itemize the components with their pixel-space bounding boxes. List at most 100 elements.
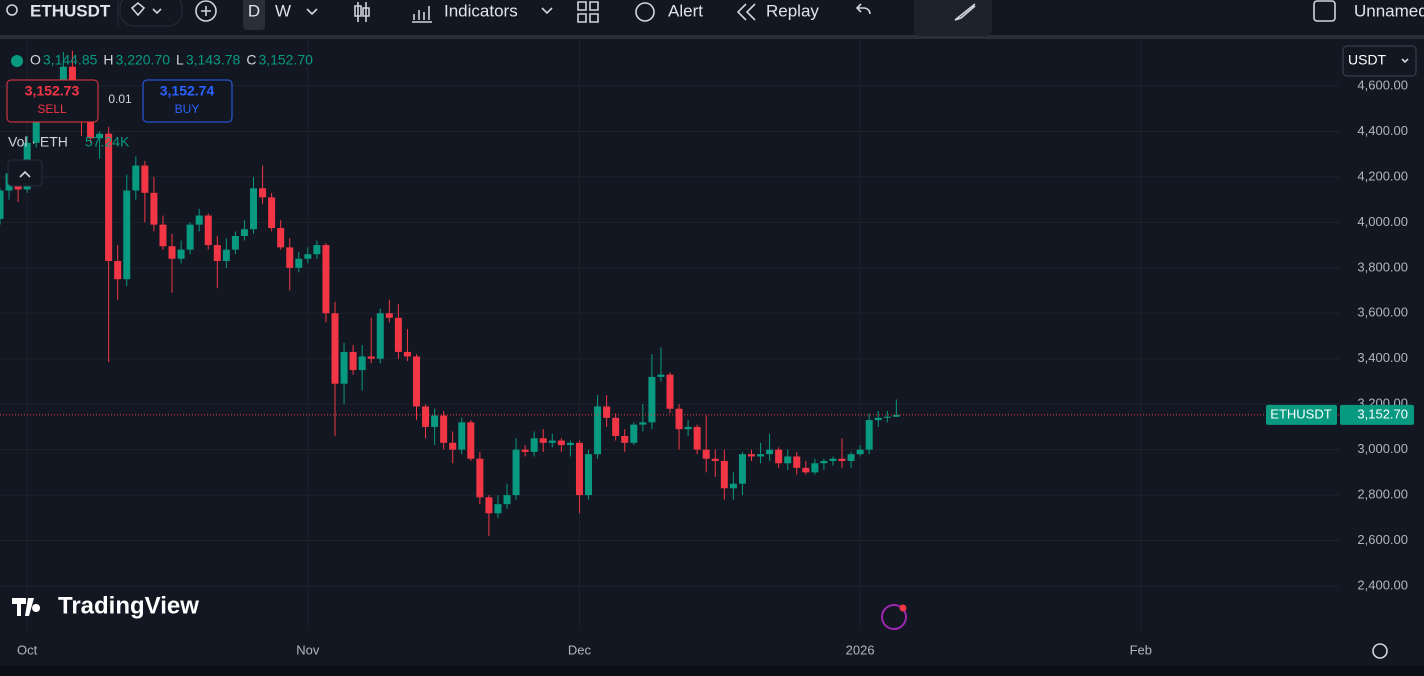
ohlc-value: 3,152.70	[258, 52, 313, 68]
candle-body	[96, 133, 104, 139]
candle-body	[114, 261, 122, 280]
candle-body	[548, 440, 556, 443]
currency-select[interactable]	[1342, 45, 1417, 77]
candle-body	[594, 406, 602, 455]
toolbar: ETHUSDT D W Indicators Alert Replay Unna…	[6, 0, 1424, 36]
candle-body	[87, 122, 95, 139]
candle-body	[639, 422, 647, 425]
x-tick-label: 2026	[846, 642, 875, 657]
candle-body	[530, 438, 538, 452]
candle-body	[557, 440, 565, 446]
alert-button[interactable]: Alert	[668, 1, 703, 20]
indicators-dropdown[interactable]	[541, 7, 553, 15]
candle-body	[0, 190, 4, 219]
candle-body	[575, 442, 583, 496]
candle-body	[449, 442, 457, 450]
x-tick-label: Oct	[17, 642, 38, 657]
candle-body	[376, 313, 384, 359]
candle-body	[648, 376, 656, 423]
settings-button[interactable]	[1372, 643, 1388, 659]
candle-body	[766, 449, 774, 455]
candle-body	[729, 483, 737, 489]
y-tick-label: 4,400.00	[1357, 123, 1408, 138]
candle-body	[494, 504, 502, 514]
plus-icon	[201, 6, 211, 16]
candle-body	[539, 438, 547, 443]
candle-body	[621, 436, 629, 443]
interval-active	[243, 0, 265, 30]
add-symbol[interactable]	[195, 0, 217, 22]
candle-body	[177, 249, 185, 259]
ohlc-value: 3,143.78	[186, 52, 241, 68]
candle-body	[485, 497, 493, 514]
candle-body	[422, 406, 430, 427]
layout-checkbox[interactable]	[1313, 0, 1336, 22]
candle-body	[720, 461, 728, 489]
volume-label: Vol · ETH	[8, 134, 68, 150]
candle-body	[123, 190, 131, 280]
candle-body	[829, 458, 837, 461]
candle-body	[738, 454, 746, 484]
candle-body	[476, 458, 484, 498]
candle-body	[32, 113, 40, 143]
chart-type-icon[interactable]	[354, 2, 370, 22]
candle-body	[838, 458, 846, 461]
candle-body	[747, 454, 755, 457]
undo-button[interactable]	[855, 3, 871, 15]
candle-body	[240, 229, 248, 236]
candle-body	[286, 247, 294, 268]
brush-icon[interactable]	[954, 3, 976, 21]
candle-body	[892, 414, 900, 417]
candle-body	[711, 458, 719, 461]
y-tick-label: 3,800.00	[1357, 259, 1408, 274]
grid	[0, 40, 1340, 630]
bottom-border	[0, 666, 1424, 676]
ohlc-label: H	[103, 52, 113, 68]
candle-body	[141, 165, 149, 193]
x-tick-label: Feb	[1130, 642, 1152, 657]
y-tick-label: 3,400.00	[1357, 350, 1408, 365]
sell-button[interactable]	[6, 79, 99, 123]
candle-body	[231, 236, 239, 250]
candle-body	[440, 415, 448, 443]
legend: O 3,144.85 H 3,220.70 L 3,143.78 C 3,152.70 3,1…	[6, 52, 313, 187]
y-tick-label: 2,800.00	[1357, 487, 1408, 502]
candle-body	[349, 351, 357, 371]
premium-button[interactable]	[119, 0, 183, 27]
collapse-icon	[19, 170, 31, 178]
symbol[interactable]: ETHUSDT	[30, 1, 111, 20]
y-tick-label: 2,600.00	[1357, 532, 1408, 547]
layouts-icon[interactable]	[577, 1, 599, 23]
replay-button[interactable]: Replay	[766, 1, 819, 20]
candle-body	[385, 313, 393, 318]
ohlc-value: 3,144.85	[43, 52, 98, 68]
candle-body	[820, 461, 828, 464]
search-icon[interactable]	[6, 4, 18, 16]
indicators-button[interactable]: Indicators	[444, 1, 518, 20]
replay-icon	[736, 3, 756, 21]
candle-body	[802, 467, 810, 473]
interval-dropdown[interactable]	[306, 8, 318, 16]
ohlc-label: C	[246, 52, 256, 68]
candle-body	[467, 422, 475, 459]
news-icon[interactable]	[881, 604, 907, 630]
candle-body	[340, 351, 348, 384]
symbol-tag-label: ETHUSDT	[1270, 406, 1331, 421]
interval[interactable]: W	[275, 1, 291, 20]
y-tick-label: 4,000.00	[1357, 214, 1408, 229]
ohlc-label: O	[30, 52, 41, 68]
candle-body	[811, 463, 819, 473]
sell-price: 3,152.73	[25, 83, 80, 99]
candle-body	[105, 133, 113, 261]
diamond-icon	[130, 1, 162, 17]
candle-body	[277, 228, 285, 248]
candle-body	[793, 456, 801, 468]
candle-body	[159, 224, 167, 247]
y-tick-label: 4,600.00	[1357, 77, 1408, 92]
buy-button[interactable]	[142, 79, 233, 123]
price-tag-label: 3,152.70	[1357, 406, 1408, 421]
interval[interactable]: D	[248, 1, 260, 20]
layout-name[interactable]: Unnamed	[1354, 1, 1424, 20]
